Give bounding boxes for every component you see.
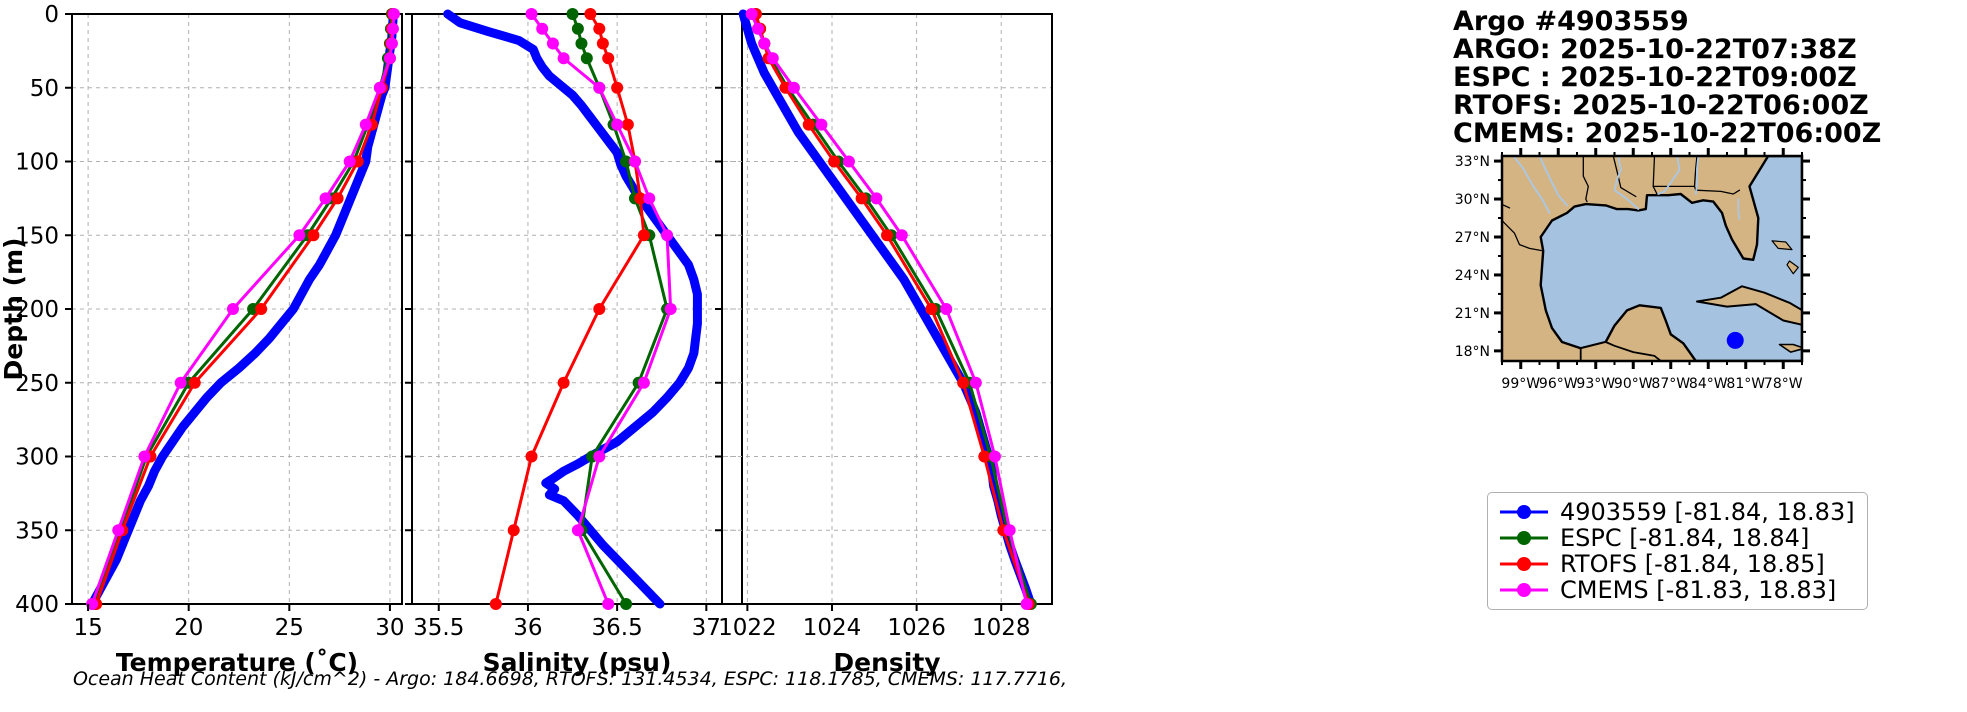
temperature-panel: 15 20 25 30 0 50 100 150 200 250 300 350 400 Temperat… bbox=[0, 0, 420, 680]
svg-text:84°W: 84°W bbox=[1689, 376, 1728, 388]
svg-text:36.5: 36.5 bbox=[592, 615, 643, 641]
svg-text:1024: 1024 bbox=[803, 615, 862, 641]
header-line-argo-id: Argo #4903559 bbox=[1453, 6, 1689, 37]
svg-text:100: 100 bbox=[15, 150, 59, 176]
legend-item-espc[interactable]: ESPC [-81.84, 18.84] bbox=[1498, 524, 1855, 552]
svg-text:87°W: 87°W bbox=[1651, 376, 1690, 388]
legend-label-cmems: CMEMS [-81.83, 18.83] bbox=[1560, 576, 1837, 604]
svg-text:24°N: 24°N bbox=[1455, 268, 1490, 284]
legend-swatch-argo bbox=[1500, 505, 1548, 519]
legend-label-rtofs: RTOFS [-81.84, 18.85] bbox=[1560, 550, 1825, 578]
svg-text:96°W: 96°W bbox=[1539, 376, 1578, 388]
legend-item-argo[interactable]: 4903559 [-81.84, 18.83] bbox=[1498, 498, 1855, 526]
svg-text:81°W: 81°W bbox=[1726, 376, 1765, 388]
header-line-argo-time: ARGO: 2025-10-22T07:38Z bbox=[1453, 34, 1857, 65]
ohc-caption: Ocean Heat Content (kJ/cm^2) - Argo: 184… bbox=[72, 668, 1068, 690]
svg-text:33°N: 33°N bbox=[1455, 154, 1490, 170]
legend-label-argo: 4903559 [-81.84, 18.83] bbox=[1560, 498, 1855, 526]
svg-text:21°N: 21°N bbox=[1455, 306, 1490, 322]
svg-text:Salinity (psu): Salinity (psu) bbox=[483, 648, 672, 677]
svg-text:36: 36 bbox=[513, 615, 542, 641]
location-map: 33°N 30°N 27°N 24°N 21°N 18°N 99°W96°W93°W90°W… bbox=[1455, 148, 1810, 388]
svg-text:93°W: 93°W bbox=[1576, 376, 1615, 388]
ohc-caption-wrap: Ocean Heat Content (kJ/cm^2) - Argo: 184… bbox=[0, 668, 1140, 690]
svg-text:150: 150 bbox=[15, 223, 59, 249]
svg-text:99°W: 99°W bbox=[1501, 376, 1540, 388]
metadata-header: Argo #4903559 ARGO: 2025-10-22T07:38Z ES… bbox=[1453, 8, 1881, 148]
legend-swatch-cmems bbox=[1500, 583, 1548, 597]
svg-text:15: 15 bbox=[73, 615, 102, 641]
svg-text:25: 25 bbox=[275, 615, 304, 641]
header-line-espc-time: ESPC : 2025-10-22T09:00Z bbox=[1453, 62, 1857, 93]
svg-text:78°W: 78°W bbox=[1764, 376, 1803, 388]
svg-text:200: 200 bbox=[15, 297, 59, 323]
legend-label-espc: ESPC [-81.84, 18.84] bbox=[1560, 524, 1810, 552]
temperature-chart: 15 20 25 30050100150200250300350400Temperat… bbox=[0, 2, 405, 677]
legend-item-cmems[interactable]: CMEMS [-81.83, 18.83] bbox=[1498, 576, 1855, 604]
legend-swatch-espc bbox=[1500, 531, 1548, 545]
svg-text:35.5: 35.5 bbox=[413, 615, 464, 641]
svg-text:Depth (m): Depth (m) bbox=[0, 238, 28, 381]
svg-text:1026: 1026 bbox=[887, 615, 946, 641]
location-map-panel: 33°N 30°N 27°N 24°N 21°N 18°N 99°W 96°W 93°W 90°W… bbox=[1440, 148, 1900, 388]
svg-text:1022: 1022 bbox=[718, 615, 777, 641]
svg-text:0: 0 bbox=[44, 2, 59, 28]
header-line-rtofs-time: RTOFS: 2025-10-22T06:00Z bbox=[1453, 90, 1869, 121]
header-line-cmems-time: CMEMS: 2025-10-22T06:00Z bbox=[1453, 118, 1882, 149]
svg-text:400: 400 bbox=[15, 592, 59, 618]
svg-text:Density: Density bbox=[833, 648, 940, 677]
density-panel: 1022 1024 1026 1028 Density bbox=[700, 0, 1100, 680]
legend-swatch-rtofs bbox=[1500, 557, 1548, 571]
legend-item-rtofs[interactable]: RTOFS [-81.84, 18.85] bbox=[1498, 550, 1855, 578]
salinity-chart: 35.5 36 36.5 37 Salinity (psu) bbox=[405, 8, 743, 677]
svg-text:50: 50 bbox=[30, 76, 59, 102]
density-chart: 1022 1024 1026 1028 Density bbox=[715, 8, 1053, 677]
svg-text:30: 30 bbox=[375, 615, 404, 641]
svg-text:30°N: 30°N bbox=[1455, 192, 1490, 208]
svg-text:250: 250 bbox=[15, 371, 59, 397]
svg-text:350: 350 bbox=[15, 518, 59, 544]
svg-text:Temperature (˚C): Temperature (˚C) bbox=[116, 648, 358, 677]
salinity-panel: 35.5 36 36.5 37 Salinity (psu) bbox=[390, 0, 750, 680]
svg-text:1028: 1028 bbox=[972, 615, 1031, 641]
svg-text:90°W: 90°W bbox=[1614, 376, 1653, 388]
svg-text:27°N: 27°N bbox=[1455, 230, 1490, 246]
svg-text:18°N: 18°N bbox=[1455, 344, 1490, 360]
series-legend: 4903559 [-81.84, 18.83] ESPC [-81.84, 18… bbox=[1487, 492, 1868, 610]
svg-text:20: 20 bbox=[174, 615, 203, 641]
svg-text:300: 300 bbox=[15, 445, 59, 471]
svg-text:37: 37 bbox=[692, 615, 721, 641]
